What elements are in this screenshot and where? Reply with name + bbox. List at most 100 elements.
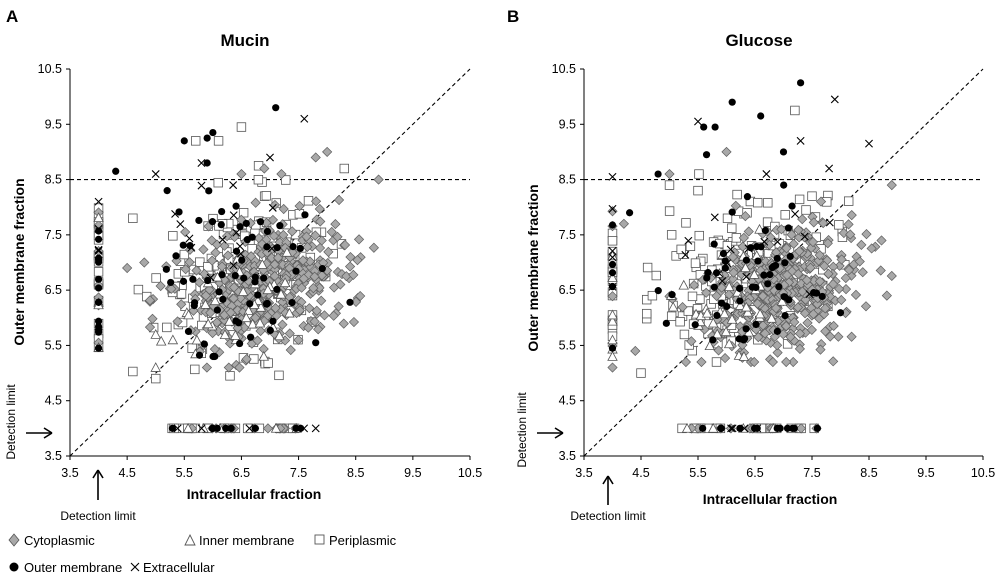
data-point-inner-membrane [719,308,730,319]
data-point-cytoplasmic [176,299,187,310]
data-point-outer-membrane [797,79,805,87]
data-point-extracellular [744,244,753,253]
data-point-outer-membrane [754,257,762,265]
data-point-cytoplasmic [664,168,675,180]
legend-item-extracellular: Extracellular [130,560,215,575]
data-point-extracellular [176,220,185,229]
data-point-inner-membrane [707,422,719,433]
data-point-cytoplasmic [806,324,817,335]
data-point-extracellular [187,243,196,252]
data-point-extracellular [684,236,693,245]
legend-label: Periplasmic [329,533,397,548]
data-point-cytoplasmic [294,200,305,212]
data-point-outer-membrane [699,424,707,432]
data-point-outer-membrane [654,170,662,178]
data-point-cytoplasmic [304,303,315,314]
x-axis-label: Intracellular fraction [187,486,322,502]
data-point-cytoplasmic [738,232,749,243]
data-point-inner-membrane [219,329,231,339]
data-point-cytoplasmic [762,282,773,293]
data-point-cytoplasmic [781,269,793,281]
data-point-cytoplasmic [740,211,751,222]
data-point-cytoplasmic [303,322,314,333]
data-point-outer-membrane [296,244,304,252]
data-point-outer-membrane [272,104,280,112]
data-point-extracellular [791,209,800,218]
data-point-cytoplasmic [308,283,319,294]
y-tick-label: 4.5 [45,394,62,408]
data-point-cytoplasmic [270,303,281,314]
y-tick-label: 7.5 [45,228,62,242]
data-point-outer-membrane [94,284,103,292]
data-point-cytoplasmic [348,269,359,280]
data-point-cytoplasmic [781,356,792,368]
data-point-cytoplasmic [262,423,274,434]
x-tick-label: 9.5 [917,466,934,480]
x-tick-label: 4.5 [118,466,135,480]
data-point-cytoplasmic [310,230,321,241]
x-tick-label: 5.5 [176,466,193,480]
data-point-inner-membrane [240,312,252,323]
data-point-inner-membrane [681,422,693,433]
data-point-cytoplasmic [328,310,339,321]
data-point-cytoplasmic [788,356,799,368]
data-point-cytoplasmic [314,203,325,215]
data-point-cytoplasmic [850,289,862,300]
data-point-periplasmic [274,370,284,381]
data-point-cytoplasmic [833,283,845,294]
data-point-outer-membrane [184,327,193,336]
data-point-extracellular [94,197,103,206]
data-point-cytoplasmic [814,276,826,287]
data-point-cytoplasmic [316,270,327,281]
data-point-inner-membrane [279,277,291,287]
data-point-inner-membrane [607,334,618,345]
data-point-cytoplasmic [819,260,830,272]
data-point-inner-membrane [740,262,751,273]
data-point-cytoplasmic [630,345,641,357]
data-point-cytoplasmic [373,174,384,185]
data-point-extracellular [300,114,309,123]
data-point-cytoplasmic [333,194,345,206]
data-point-cytoplasmic [236,168,247,180]
data-point-inner-membrane [247,318,258,329]
data-point-outer-membrane [186,242,194,250]
data-point-cytoplasmic [770,303,782,314]
data-point-periplasmic [807,191,817,201]
data-point-inner-membrane [667,301,679,312]
data-point-cytoplasmic [772,340,783,351]
data-point-inner-membrane [183,309,194,320]
data-point-periplasmic [213,177,223,188]
data-point-periplasmic [722,213,733,223]
data-point-cytoplasmic [277,259,288,270]
data-point-extracellular [728,424,737,433]
data-point-periplasmic [843,196,854,206]
detection-limit-x-label: Detection limit [60,509,136,523]
data-point-cytoplasmic [721,146,732,158]
data-point-cytoplasmic [794,343,805,354]
data-point-periplasmic [642,308,652,319]
scatter-plot-area: 3.5 4.5 5.5 6.5 7.5 8.5 9.5 10.5 3.5 4.5 5.5 6.5 7.5… [38,62,483,480]
data-point-outer-membrane [232,247,241,255]
data-point-periplasmic [664,206,675,216]
chart-title: Glucose [725,31,792,50]
x-tick-label: 3.5 [575,466,592,480]
data-point-cytoplasmic [815,196,827,207]
data-point-outer-membrane [810,289,818,297]
data-point-outer-membrane [215,288,223,296]
data-point-outer-membrane [246,300,254,308]
data-point-cytoplasmic [854,256,865,267]
detection-limit-y-arrow [26,427,53,439]
data-point-cytoplasmic [781,243,792,254]
data-point-outer-membrane [94,275,103,283]
data-point-periplasmic [203,262,213,272]
data-point-periplasmic [679,329,690,340]
data-point-cytoplasmic [353,234,365,245]
data-point-periplasmic [664,180,675,190]
data-point-outer-membrane [752,320,760,329]
data-point-outer-membrane [238,256,246,264]
data-point-cytoplasmic [284,328,295,339]
x-tick-label: 10.5 [971,466,995,480]
data-point-inner-membrane [150,362,161,372]
data-point-extracellular [197,158,206,167]
data-point-periplasmic [732,189,742,200]
